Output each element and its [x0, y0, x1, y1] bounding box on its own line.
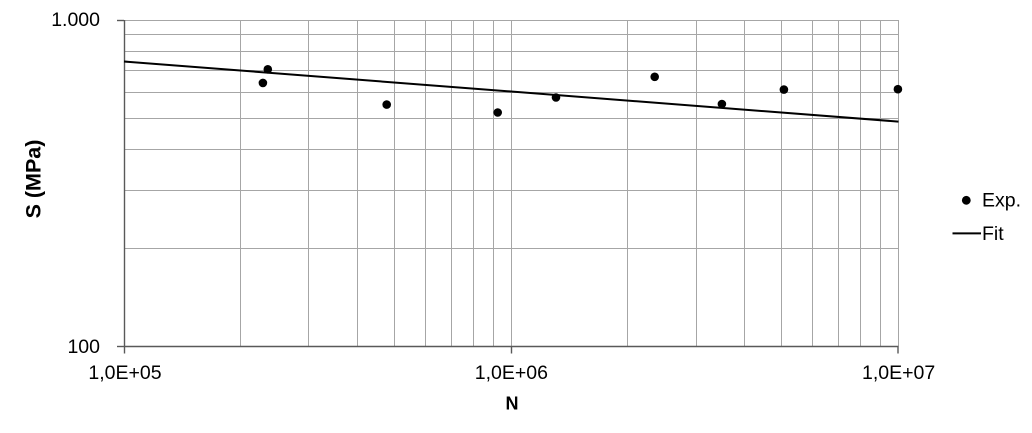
svg-text:1,0E+06: 1,0E+06 [475, 362, 548, 384]
svg-text:1,0E+07: 1,0E+07 [862, 362, 935, 384]
svg-text:100: 100 [67, 336, 100, 358]
svg-text:S (MPa): S (MPa) [22, 140, 46, 219]
svg-text:N: N [506, 394, 519, 414]
svg-text:Fit: Fit [982, 223, 1004, 245]
svg-text:Exp.: Exp. [982, 190, 1021, 212]
svg-text:1.000: 1.000 [51, 9, 100, 31]
svg-text:1,0E+05: 1,0E+05 [88, 362, 161, 384]
